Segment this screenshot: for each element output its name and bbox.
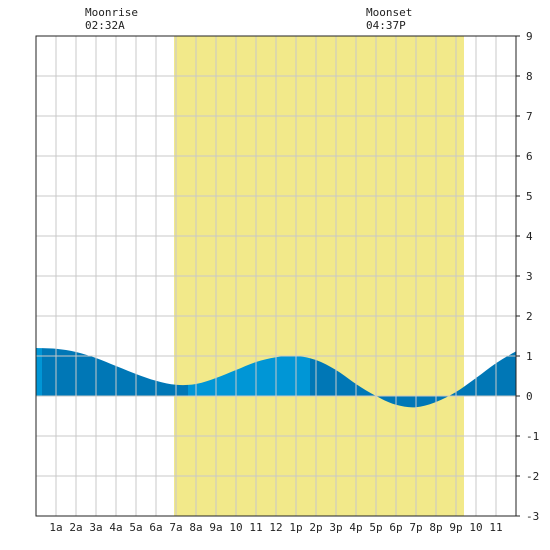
- x-tick-label: 3p: [329, 521, 342, 534]
- y-tick-label: 8: [526, 70, 533, 83]
- x-tick-label: 6a: [149, 521, 162, 534]
- y-tick-label: 0: [526, 390, 533, 403]
- x-tick-label: 7p: [409, 521, 422, 534]
- tide-area-segment: [36, 348, 42, 396]
- y-tick-label: -3: [526, 510, 539, 523]
- y-tick-label: 3: [526, 270, 533, 283]
- y-tick-label: 1: [526, 350, 533, 363]
- x-tick-label: 9a: [209, 521, 222, 534]
- y-tick-label: 5: [526, 190, 533, 203]
- x-tick-label: 8p: [429, 521, 442, 534]
- y-tick-label: 4: [526, 230, 533, 243]
- x-tick-label: 3a: [89, 521, 102, 534]
- x-tick-label: 10: [229, 521, 242, 534]
- moonset-title: Moonset: [366, 6, 413, 19]
- x-tick-label: 8a: [189, 521, 202, 534]
- moonset-time: 04:37P: [366, 19, 406, 32]
- x-tick-label: 4a: [109, 521, 122, 534]
- x-tick-label: 1p: [289, 521, 302, 534]
- y-tick-label: -2: [526, 470, 539, 483]
- x-tick-label: 9p: [449, 521, 462, 534]
- x-tick-label: 11: [249, 521, 262, 534]
- moonset-label: Moonset 04:37P: [366, 6, 412, 32]
- y-tick-label: 2: [526, 310, 533, 323]
- y-tick-label: 9: [526, 30, 533, 43]
- y-tick-label: 7: [526, 110, 533, 123]
- x-tick-label: 4p: [349, 521, 362, 534]
- tide-area-segment: [310, 358, 434, 408]
- x-tick-label: 5p: [369, 521, 382, 534]
- x-tick-label: 11: [489, 521, 502, 534]
- tide-area-segment: [188, 355, 310, 396]
- x-tick-label: 5a: [129, 521, 142, 534]
- tide-area-segment: [42, 348, 188, 396]
- x-tick-label: 12: [269, 521, 282, 534]
- moonrise-label: Moonrise 02:32A: [85, 6, 138, 32]
- y-tick-label: -1: [526, 430, 539, 443]
- x-tick-label: 10: [469, 521, 482, 534]
- x-tick-label: 7a: [169, 521, 182, 534]
- x-tick-label: 1a: [49, 521, 62, 534]
- y-tick-label: 6: [526, 150, 533, 163]
- x-tick-label: 2p: [309, 521, 322, 534]
- x-tick-label: 2a: [69, 521, 82, 534]
- moonrise-title: Moonrise: [85, 6, 138, 19]
- x-tick-label: 6p: [389, 521, 402, 534]
- moonrise-time: 02:32A: [85, 19, 125, 32]
